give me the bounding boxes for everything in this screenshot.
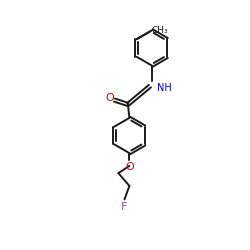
Text: F: F xyxy=(121,202,127,212)
Text: O: O xyxy=(106,93,114,103)
Text: O: O xyxy=(125,162,134,172)
Text: CH₃: CH₃ xyxy=(152,26,168,36)
Text: NH: NH xyxy=(157,83,172,93)
